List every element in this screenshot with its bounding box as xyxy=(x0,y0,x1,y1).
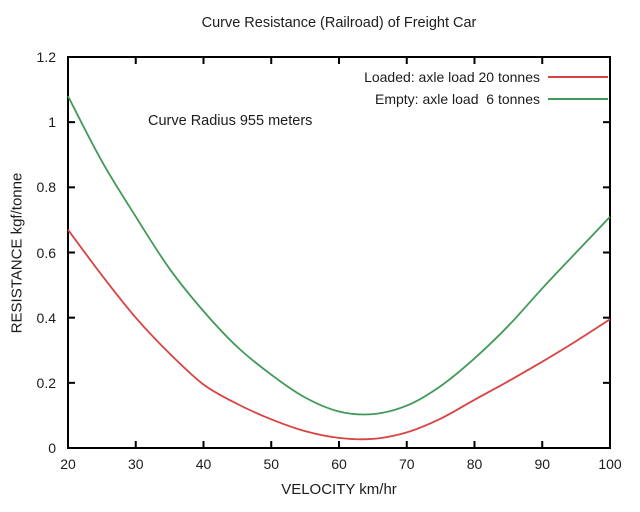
x-tick-label: 50 xyxy=(263,456,280,472)
y-axis-label: RESISTANCE kgf/tonne xyxy=(8,172,26,334)
y-tick-label: 0.2 xyxy=(36,374,56,391)
x-axis-label: VELOCITY km/hr xyxy=(281,481,397,498)
y-tick-label: 0 xyxy=(48,440,56,456)
x-tick-label: 70 xyxy=(398,456,415,472)
curve-radius-annotation: Curve Radius 955 meters xyxy=(148,113,313,129)
legend-line-loaded-icon xyxy=(548,76,608,78)
chart-title: Curve Resistance (Railroad) of Freight C… xyxy=(201,15,477,31)
y-tick-label: 1 xyxy=(48,114,56,131)
legend-label-empty: Empty: axle load 6 tonnes xyxy=(375,91,540,107)
y-tick-label: 0.4 xyxy=(36,309,56,326)
legend-label-loaded: Loaded: axle load 20 tonnes xyxy=(364,69,540,85)
curve-empty xyxy=(67,95,611,416)
legend-line-empty-icon xyxy=(548,98,608,100)
y-tick-label: 1.2 xyxy=(36,49,56,65)
x-tick-label: 90 xyxy=(534,456,551,472)
x-tick-label: 100 xyxy=(598,456,622,472)
curve-loaded xyxy=(67,229,611,441)
y-tick-label: 0.6 xyxy=(36,244,56,261)
x-tick-label: 60 xyxy=(331,456,347,472)
legend-entry-empty: Empty: axle load 6 tonnes xyxy=(375,90,608,108)
x-tick-label: 80 xyxy=(466,456,483,472)
legend-entry-loaded: Loaded: axle load 20 tonnes xyxy=(364,68,608,86)
x-tick-label: 30 xyxy=(127,456,144,472)
x-tick-label: 20 xyxy=(60,456,76,472)
y-tick-label: 0.8 xyxy=(36,179,56,196)
x-tick-label: 40 xyxy=(195,456,212,472)
